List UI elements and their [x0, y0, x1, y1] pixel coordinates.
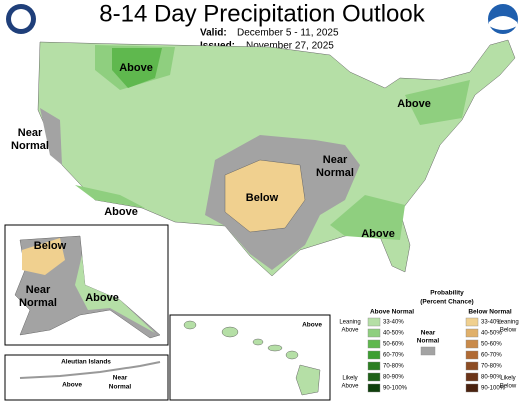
issued-date: November 27, 2025 — [246, 41, 334, 52]
legend-heading: Above Normal — [370, 309, 414, 316]
legend-swatch — [367, 339, 381, 349]
legend-swatch — [367, 361, 381, 371]
legend-swatch — [465, 339, 479, 349]
legend-subtitle: (Percent Chance) — [420, 299, 473, 306]
legend-swatch — [465, 383, 479, 393]
alaska-tan — [22, 238, 65, 275]
aleutian-islands-shape — [19, 361, 161, 379]
green-se — [330, 195, 405, 240]
map-label: Normal — [19, 297, 57, 309]
legend-label: 90-100% — [481, 386, 506, 392]
green-sw — [75, 185, 145, 208]
legend-note: Leaning — [339, 320, 360, 326]
legend-swatch — [367, 328, 381, 338]
legend-note: Above — [341, 384, 359, 390]
legend-swatch — [367, 350, 381, 360]
legend-swatch — [465, 328, 479, 338]
legend-note: Above — [341, 328, 359, 334]
map-label: Below — [34, 240, 67, 252]
legend: Probability (Percent Chance) Above Norma… — [339, 290, 518, 390]
legend-label: 80-90% — [481, 375, 502, 381]
doc-logo-inner — [11, 9, 31, 29]
legend-swatch — [465, 372, 479, 382]
alaska-green — [75, 255, 155, 333]
valid-label: Valid: — [200, 28, 227, 39]
inset-title: Aleutian Islands — [61, 359, 111, 366]
legend-note: Likely — [342, 376, 357, 382]
legend-note: Leaning — [497, 320, 518, 326]
valid-date: December 5 - 11, 2025 — [237, 28, 339, 39]
map-label: Above — [85, 292, 119, 304]
legend-label: 80-90% — [383, 375, 404, 381]
conus-map — [37, 39, 516, 277]
hawaii-inset — [169, 314, 331, 401]
map-label: Above — [361, 228, 395, 240]
legend-label: 50-60% — [481, 342, 502, 348]
map-label: Above — [302, 322, 322, 329]
map-label: Above — [119, 62, 153, 74]
map-label: Below — [246, 192, 279, 204]
legend-label: 90-100% — [383, 386, 408, 392]
legend-label: 60-70% — [383, 353, 404, 359]
map-label: Near — [18, 127, 43, 139]
legend-label: 40-50% — [481, 331, 502, 337]
legend-swatch — [420, 346, 436, 356]
title: 8-14 Day Precipitation Outlook — [99, 0, 426, 27]
legend-label: 40-50% — [383, 331, 404, 337]
legend-label: 60-70% — [481, 353, 502, 359]
legend-label: 50-60% — [383, 342, 404, 348]
legend-note: Below — [500, 328, 517, 334]
map-label: Near — [323, 154, 348, 166]
legend-swatch — [465, 361, 479, 371]
gray-west — [40, 108, 62, 165]
legend-label: 70-80% — [481, 364, 502, 370]
legend-heading: Below Normal — [468, 309, 512, 316]
map-label: Above — [397, 98, 431, 110]
map-label: Near — [113, 375, 128, 382]
legend-note: Likely — [500, 376, 515, 382]
tan-below — [224, 159, 306, 233]
legend-label: 33-40% — [481, 320, 502, 326]
legend-swatch — [465, 317, 479, 327]
map-label: Normal — [109, 384, 132, 391]
legend-heading: Normal — [417, 338, 440, 345]
legend-swatch — [367, 317, 381, 327]
legend-label: 70-80% — [383, 364, 404, 370]
hawaii-islands — [183, 320, 321, 396]
legend-swatch — [367, 383, 381, 393]
legend-label: 33-40% — [383, 320, 404, 326]
legend-heading: Near — [421, 330, 436, 337]
map-label: Near — [26, 284, 51, 296]
map-label: Above — [104, 206, 138, 218]
map-label: Normal — [11, 140, 49, 152]
legend-note: Below — [500, 384, 517, 390]
map-label: Normal — [316, 167, 354, 179]
legend-swatch — [465, 350, 479, 360]
green-ne — [405, 80, 470, 125]
map-label: Above — [62, 382, 82, 389]
green-50-60 — [112, 48, 162, 88]
legend-title: Probability — [430, 290, 464, 297]
noaa-logo-wave — [489, 16, 517, 30]
legend-swatch — [367, 372, 381, 382]
